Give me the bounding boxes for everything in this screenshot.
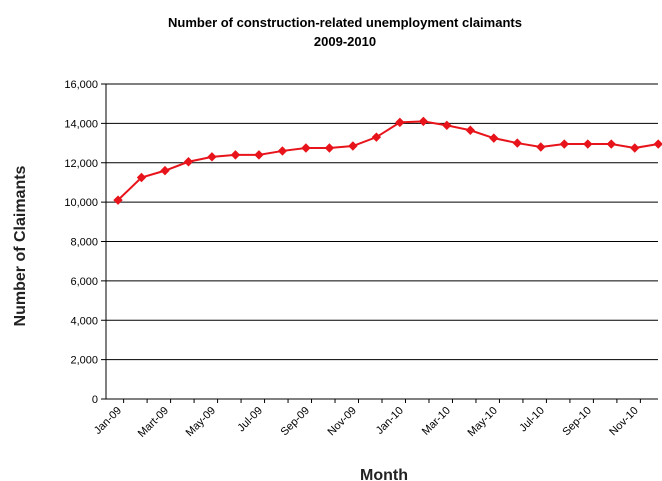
series-line bbox=[117, 120, 659, 201]
y-tick-label: 12,000 bbox=[64, 158, 98, 170]
data-point bbox=[418, 116, 429, 127]
x-tick-label: May-09 bbox=[184, 405, 218, 439]
data-point bbox=[207, 152, 217, 162]
y-axis-label: Number of Claimants bbox=[12, 165, 29, 326]
gridlines bbox=[106, 83, 658, 361]
data-point bbox=[254, 150, 264, 160]
chart-subtitle: 2009-2010 bbox=[314, 34, 376, 49]
chart-title: Number of construction-related unemploym… bbox=[168, 15, 522, 30]
series-claimants bbox=[113, 116, 662, 205]
data-point bbox=[371, 132, 382, 142]
data-point bbox=[395, 117, 405, 128]
y-tick-label: 4,000 bbox=[70, 315, 98, 327]
x-tick-labels: Jan-09 Mart-09 May-09 Jul-09 Sep-09 Nov-09 Jan… bbox=[92, 405, 641, 440]
y-tick-label: 2,000 bbox=[70, 355, 98, 367]
data-point bbox=[136, 172, 147, 183]
data-point bbox=[230, 150, 241, 160]
data-point bbox=[583, 139, 593, 149]
y-tick-label: 16,000 bbox=[64, 79, 98, 91]
data-point bbox=[536, 142, 546, 152]
x-axis-label: Month bbox=[360, 467, 408, 481]
x-tick-label: Nov-10 bbox=[607, 405, 641, 439]
data-point bbox=[183, 157, 194, 167]
x-tick-label: Mart-09 bbox=[136, 405, 171, 440]
x-tick-label: Jan-10 bbox=[374, 405, 406, 437]
data-point bbox=[160, 165, 170, 176]
data-point bbox=[301, 143, 311, 153]
x-tick-label: Jul-09 bbox=[235, 405, 265, 435]
axes bbox=[101, 83, 658, 403]
y-tick-label: 6,000 bbox=[70, 276, 98, 288]
data-point bbox=[512, 138, 523, 148]
x-tick-label: Sep-10 bbox=[560, 405, 594, 439]
data-point bbox=[442, 120, 452, 131]
data-point bbox=[465, 125, 476, 135]
data-point bbox=[113, 195, 123, 205]
x-tick-label: Jul-10 bbox=[517, 405, 547, 435]
data-point bbox=[653, 139, 662, 149]
y-tick-label: 0 bbox=[92, 394, 98, 406]
y-tick-label: 14,000 bbox=[64, 118, 98, 130]
x-tick-label: Nov-09 bbox=[325, 405, 359, 439]
x-tick-label: May-10 bbox=[466, 405, 500, 439]
y-tick-labels: 0 2,000 4,000 6,000 8,000 10,000 12,000 14,000 1… bbox=[64, 79, 98, 406]
y-tick-label: 8,000 bbox=[70, 237, 98, 249]
data-point bbox=[559, 139, 570, 149]
data-point bbox=[348, 141, 358, 151]
data-point bbox=[277, 146, 288, 156]
data-point bbox=[324, 143, 335, 153]
x-tick-label: Mar-10 bbox=[420, 405, 453, 438]
x-tick-label: Sep-09 bbox=[278, 405, 312, 439]
data-point bbox=[630, 143, 640, 153]
data-point bbox=[606, 139, 616, 149]
y-tick-label: 10,000 bbox=[64, 197, 98, 209]
x-tick-label: Jan-09 bbox=[92, 405, 124, 437]
data-point bbox=[489, 133, 499, 143]
